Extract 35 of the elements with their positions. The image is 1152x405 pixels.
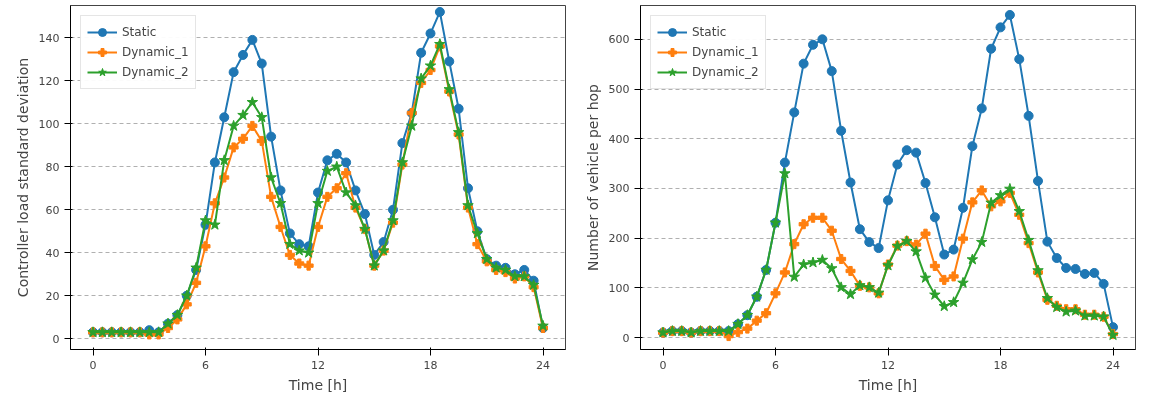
y-tick-label: 500 [608,83,630,97]
legend-label: Static [692,25,727,39]
x-tick-label: 0 [659,358,667,372]
y-tick-label: 0 [52,332,60,346]
x-axis-title: Time [h] [857,376,918,393]
x-tick-label: 18 [423,358,438,372]
y-tick-label: 0 [622,331,630,345]
y-tick-label: 400 [608,132,630,146]
y-tick-label: 80 [45,160,60,174]
y-tick-label: 300 [608,182,630,196]
x-tick-label: 0 [89,358,97,372]
legend-label: Dynamic_1 [122,45,189,59]
y-axis-title: Number of vehicle per hop [584,83,601,271]
y-tick-label: 100 [38,117,60,131]
y-tick-label: 60 [45,203,60,217]
legend-label: Dynamic_2 [692,65,759,79]
y-tick-label: 100 [608,281,630,295]
x-tick-label: 12 [881,358,895,372]
x-tick-label: 24 [1106,358,1120,372]
y-tick-label: 40 [45,246,60,260]
x-axis-title: Time [h] [287,376,348,393]
y-tick-label: 120 [38,74,60,88]
y-tick-label: 200 [608,232,630,246]
x-tick-label: 6 [202,358,209,372]
x-tick-label: 18 [993,358,1008,372]
x-tick-label: 6 [772,358,779,372]
x-tick-label: 24 [536,358,550,372]
legend-label: Static [122,25,157,39]
y-tick-label: 600 [608,33,630,47]
x-tick-label: 12 [311,358,325,372]
y-tick-label: 20 [45,289,60,303]
legend-label: Dynamic_2 [122,65,189,79]
y-axis-title: Controller load standard deviation [14,57,31,298]
legend-label: Dynamic_1 [692,45,759,59]
y-tick-label: 140 [38,31,60,45]
